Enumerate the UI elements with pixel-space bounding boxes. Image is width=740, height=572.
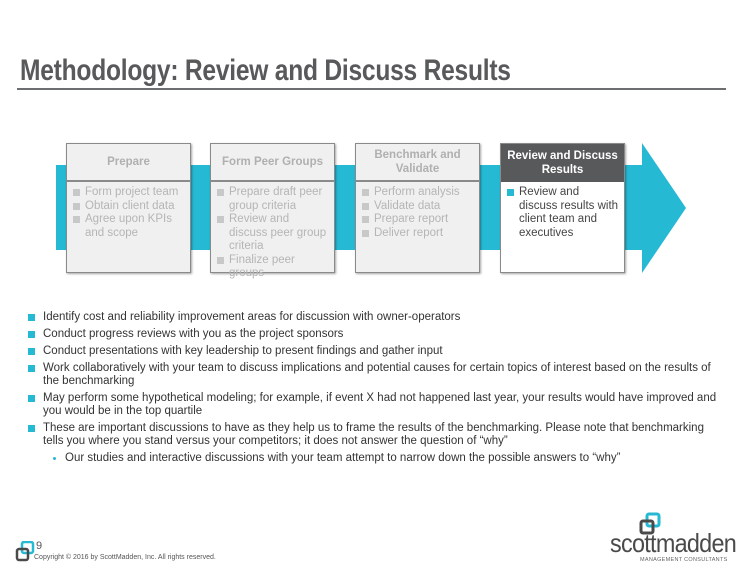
page-title: Methodology: Review and Discuss Results <box>20 54 511 87</box>
process-arrow-head <box>642 143 686 273</box>
bullet-item: Conduct presentations with key leadershi… <box>28 345 718 358</box>
step-prepare: Prepare Form project team Obtain client … <box>66 143 191 273</box>
step-header: Review and Discuss Results <box>501 144 624 182</box>
step-item: Deliver report <box>362 227 475 241</box>
step-item: Validate data <box>362 200 475 214</box>
bullet-item: May perform some hypothetical modeling; … <box>28 392 718 418</box>
bullet-list: Identify cost and reliability improvemen… <box>28 311 718 469</box>
step-benchmark-validate: Benchmark and Validate Perform analysis … <box>355 143 480 273</box>
step-item: Review and discuss peer group criteria <box>217 213 330 254</box>
step-item: Prepare draft peer group criteria <box>217 186 330 213</box>
bullet-item: Identify cost and reliability improvemen… <box>28 311 718 324</box>
step-item: Finalize peer groups <box>217 254 330 281</box>
logo-text: scottmadden <box>610 528 737 558</box>
step-header: Form Peer Groups <box>211 144 334 182</box>
step-header: Benchmark and Validate <box>356 144 479 182</box>
scottmadden-icon <box>15 541 35 562</box>
step-item: Form project team <box>73 186 186 200</box>
step-item: Perform analysis <box>362 186 475 200</box>
step-review-discuss: Review and Discuss Results Review and di… <box>500 143 625 273</box>
page-number: 9 <box>36 540 43 552</box>
logo-mark-icon <box>639 512 661 535</box>
bullet-item: Work collaboratively with your team to d… <box>28 362 718 388</box>
step-item: Review and discuss results with client t… <box>507 186 620 240</box>
step-item: Prepare report <box>362 213 475 227</box>
step-form-peer-groups: Form Peer Groups Prepare draft peer grou… <box>210 143 335 279</box>
bullet-item: These are important discussions to have … <box>28 422 718 448</box>
sub-bullet-item: Our studies and interactive discussions … <box>28 452 718 465</box>
title-divider <box>17 88 726 90</box>
copyright: Copyright © 2016 by ScottMadden, Inc. Al… <box>34 554 216 561</box>
step-item: Agree upon KPIs and scope <box>73 213 186 240</box>
bullet-item: Conduct progress reviews with you as the… <box>28 328 718 341</box>
step-item: Obtain client data <box>73 200 186 214</box>
step-header: Prepare <box>67 144 190 182</box>
logo-tagline: MANAGEMENT CONSULTANTS <box>640 557 728 563</box>
